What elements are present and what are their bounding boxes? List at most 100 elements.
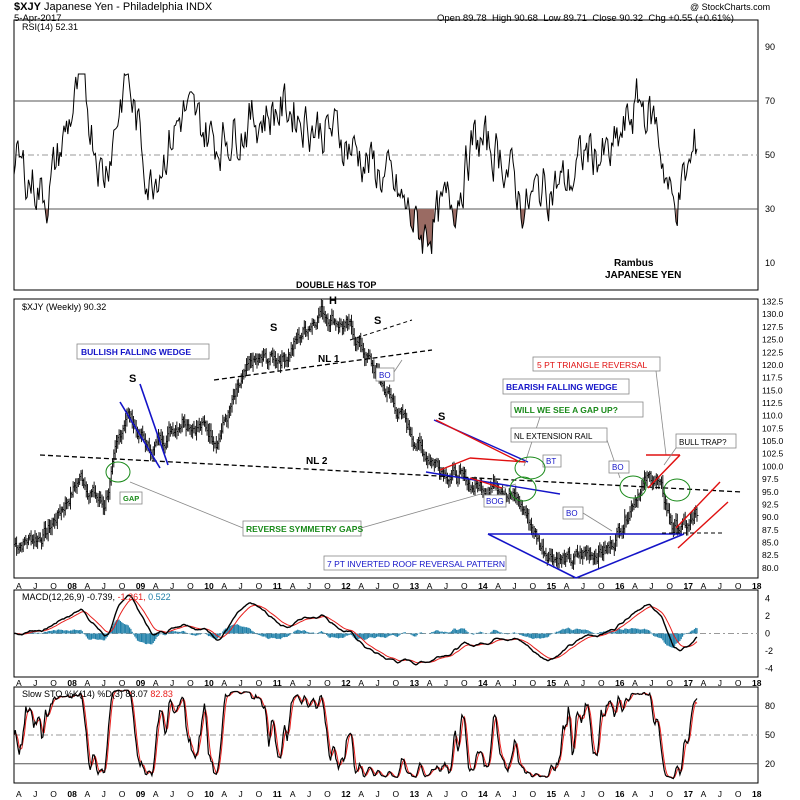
rsi-tick-label: 50 <box>765 150 775 160</box>
bog-label: BOG <box>486 497 504 506</box>
gap-box <box>119 491 143 505</box>
macd-axis-label: 15 <box>547 678 557 688</box>
sto-label: Slow STO %K(14) %D(3) 88.07 82.83 <box>22 689 173 699</box>
roof-right <box>575 533 685 579</box>
macd-axis-label: O <box>666 678 673 688</box>
low-value: 89.71 <box>563 13 588 24</box>
sto-axis-label: J <box>512 789 516 799</box>
macd-axis-label: A <box>358 678 364 688</box>
price-tick-label: 112.5 <box>762 398 783 408</box>
neckline-1 <box>213 349 433 381</box>
macd-axis-label: A <box>701 678 707 688</box>
sto-axis-label: J <box>239 789 243 799</box>
price-axis-label: 13 <box>410 581 420 591</box>
price-tick-label: 95.0 <box>762 487 779 497</box>
sto-axis-label: J <box>649 789 653 799</box>
price-tick-label: 82.5 <box>762 550 779 560</box>
bullish-wedge-upper <box>119 401 161 469</box>
price-axis-label: J <box>375 581 379 591</box>
roof-left <box>487 533 577 579</box>
chart-date: 5-Apr-2017 <box>14 13 62 24</box>
sto-axis-label: J <box>375 789 379 799</box>
rsi-oversold-fill <box>45 209 49 224</box>
price-tick-label: 100.0 <box>762 461 784 471</box>
sto-axis-label: O <box>666 789 673 799</box>
macd-axis-label: A <box>632 678 638 688</box>
macd-signal-value: -1.261, <box>118 592 149 602</box>
macd-tick-label: 0 <box>765 629 770 639</box>
macd-axis-label: A <box>153 678 159 688</box>
price-axis-label: O <box>735 581 742 591</box>
bo-2013-pointer <box>393 359 403 373</box>
shoulder-2014-label: S <box>438 411 445 423</box>
bt-box <box>542 454 562 468</box>
rsi-tick-label: 30 <box>765 204 775 214</box>
sto-axis-label: 16 <box>615 789 625 799</box>
macd-axis-label: A <box>427 678 433 688</box>
price-axis-label: J <box>512 581 516 591</box>
sto-axis-label: A <box>701 789 707 799</box>
sto-axis-label: A <box>427 789 433 799</box>
price-tick-label: 90.0 <box>762 512 779 522</box>
price-axis-label: A <box>221 581 227 591</box>
macd-axis-label: J <box>581 678 585 688</box>
price-axis-label: O <box>187 581 194 591</box>
macd-axis-label: A <box>16 678 22 688</box>
high-value: 90.68 <box>514 13 538 24</box>
rsi-oversold-fill <box>417 209 435 254</box>
macd-axis-label: J <box>444 678 448 688</box>
left-shoulder-label: S <box>270 322 277 334</box>
bull-trap-label: BULL TRAP? <box>679 438 727 447</box>
price-axis-label: J <box>581 581 585 591</box>
price-axis-label: A <box>427 581 433 591</box>
sto-k-value: 88.07 <box>125 689 150 699</box>
rambus-label: Rambus <box>614 258 654 269</box>
close-label: Close <box>592 13 617 24</box>
close-value: 90.32 <box>619 13 644 24</box>
sto-axis-label: J <box>307 789 311 799</box>
macd-axis-label: J <box>239 678 243 688</box>
macd-tick-label: -4 <box>765 663 773 673</box>
sto-axis-label: A <box>495 789 501 799</box>
price-axis-label: 15 <box>547 581 557 591</box>
price-tick-label: 92.5 <box>762 499 779 509</box>
reverse-symmetry-label: REVERSE SYMMETRY GAPS <box>246 524 363 534</box>
macd-tick-label: -2 <box>765 646 773 656</box>
chg-value: +0.55 (+0.61%) <box>668 13 734 24</box>
sto-axis-label: 11 <box>273 789 282 799</box>
gap-ellipse-2008 <box>105 461 131 483</box>
bullish-wedge-box <box>76 343 210 360</box>
macd-axis-label: 08 <box>67 678 77 688</box>
sto-axis-label: O <box>529 789 536 799</box>
price-tick-label: 122.5 <box>762 347 784 357</box>
macd-axis-label: J <box>375 678 379 688</box>
ohlc-stats: Open 89.78 High 90.68 Low 89.71 Close 90… <box>437 13 734 24</box>
nl-extension-label: NL EXTENSION RAIL <box>514 432 593 441</box>
red-triangle-base <box>439 457 471 471</box>
sto-axis-label: A <box>153 789 159 799</box>
macd-axis-label: 09 <box>136 678 146 688</box>
price-tick-label: 127.5 <box>762 322 784 332</box>
bog-ellipse <box>509 476 537 502</box>
price-axis-label: A <box>701 581 707 591</box>
macd-axis-label: 17 <box>684 678 694 688</box>
reverse-symmetry-box <box>242 520 362 537</box>
sto-axis-label: 18 <box>752 789 762 799</box>
macd-hist-value: 0.522 <box>148 592 171 602</box>
macd-axis-label: J <box>512 678 516 688</box>
double-hs-top-label: DOUBLE H&S TOP <box>296 280 376 290</box>
nl2-label: NL 2 <box>306 456 328 467</box>
macd-axis-label: O <box>461 678 468 688</box>
instrument-name: Japanese Yen - Philadelphia <box>43 1 183 13</box>
sto-axis-label: J <box>718 789 722 799</box>
sto-axis-label: A <box>290 789 296 799</box>
macd-axis-label: 12 <box>341 678 351 688</box>
sto-axis-label: 13 <box>410 789 420 799</box>
bo-2016-box <box>608 460 630 474</box>
sto-axis-label: J <box>444 789 448 799</box>
price-tick-label: 125.0 <box>762 335 784 345</box>
price-tick-label: 130.0 <box>762 309 784 319</box>
head-label: H <box>329 295 337 307</box>
macd-axis-label: J <box>170 678 174 688</box>
bullish-wedge-lower <box>139 383 169 466</box>
